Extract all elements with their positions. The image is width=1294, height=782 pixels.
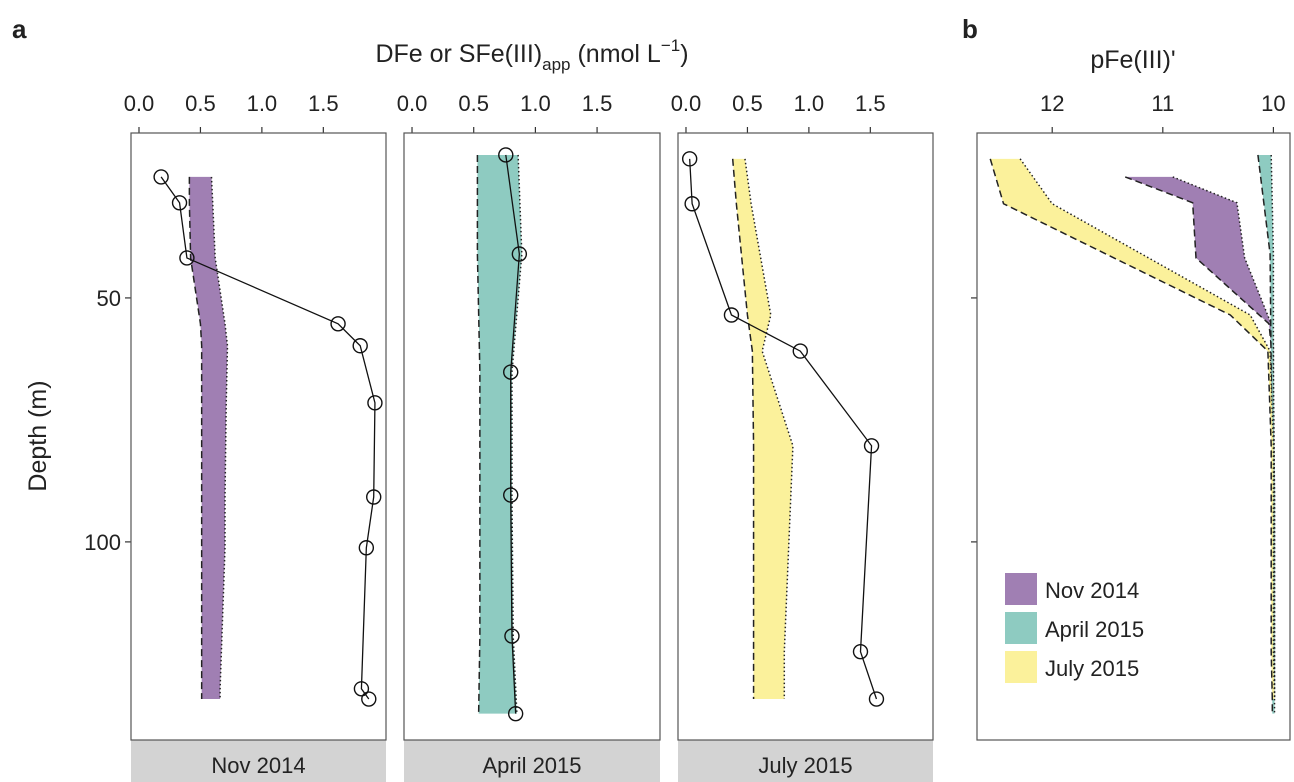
dfe-point: [511, 246, 528, 262]
title-superscript: −1: [661, 36, 680, 55]
x-tick-label: 1.5: [855, 91, 886, 116]
x-tick-label: 11: [1151, 91, 1174, 116]
x-tick-label: 1.5: [582, 91, 613, 116]
dfe-point: [366, 489, 382, 505]
range-ribbon: [732, 158, 793, 700]
x-tick-label: 1.0: [247, 91, 278, 116]
upper-bound-line: [210, 176, 229, 700]
facet-label: Nov 2014: [211, 753, 305, 778]
x-tick-label: 1.5: [308, 91, 339, 116]
panel-letter: b: [962, 14, 978, 44]
dfe-point: [868, 691, 885, 707]
dfe-point: [498, 147, 514, 163]
lower-bound-line: [188, 176, 203, 700]
lower-bound-line: [989, 158, 1274, 700]
dfe-point: [852, 643, 869, 660]
legend-swatch: [1005, 573, 1037, 605]
upper-bound-line: [1172, 176, 1276, 700]
range-ribbon: [477, 154, 522, 714]
dfe-point: [792, 343, 808, 359]
dfe-line: [505, 154, 521, 714]
facet-strip: [404, 740, 660, 782]
title-part: DFe or SFe(III): [375, 40, 542, 68]
dfe-point: [171, 195, 188, 211]
legend-label: Nov 2014: [1045, 578, 1139, 603]
dfe-line: [160, 176, 376, 700]
panel-border: [130, 132, 387, 741]
x-tick-label: 0.5: [458, 91, 489, 116]
dfe-point: [507, 705, 524, 722]
dfe-point: [367, 395, 383, 411]
dfe-point: [723, 307, 740, 323]
dfe-point: [684, 196, 700, 212]
panel-border: [976, 132, 1291, 741]
x-tick-label: 1.0: [520, 91, 551, 116]
dfe-point: [153, 169, 169, 185]
legend-label: April 2015: [1045, 617, 1144, 642]
title-part: ): [680, 40, 688, 68]
title-part: (nmol L: [571, 40, 661, 68]
dfe-point: [330, 316, 346, 332]
facet-label: July 2015: [758, 753, 852, 778]
x-tick-label: 0.0: [124, 91, 155, 116]
dfe-point: [681, 151, 698, 167]
y-axis-title: Depth (m): [24, 380, 52, 491]
facet-strip: [678, 740, 933, 782]
y-tick-label: 100: [84, 530, 121, 555]
x-tick-label: 0.5: [732, 91, 763, 116]
dfe-point: [358, 540, 375, 556]
panel-letter: a: [12, 14, 27, 44]
lower-bound-line: [731, 158, 755, 700]
range-ribbon: [990, 158, 1275, 700]
x-tick-label: 1.0: [794, 91, 825, 116]
x-tick-label: 0.0: [671, 91, 702, 116]
dfe-point: [504, 628, 520, 644]
x-tick-label: 10: [1261, 91, 1285, 116]
dfe-point: [353, 681, 370, 697]
facet-strip: [131, 740, 386, 782]
upper-bound-line: [744, 158, 794, 700]
title-subscript: app: [542, 55, 570, 74]
legend-swatch: [1005, 612, 1037, 644]
range-ribbon: [1125, 176, 1275, 700]
legend-label: July 2015: [1045, 656, 1139, 681]
dfe-point: [863, 438, 880, 454]
facet-label: April 2015: [482, 753, 581, 778]
dfe-line: [689, 158, 878, 700]
dfe-point: [503, 364, 519, 380]
dfe-point: [503, 487, 519, 503]
upper-bound-line: [1019, 158, 1276, 700]
dfe-point: [361, 691, 377, 707]
panel-border: [403, 132, 661, 741]
legend-swatch: [1005, 651, 1037, 683]
axis-title: pFe(III)': [1090, 46, 1175, 74]
dfe-point: [179, 250, 195, 266]
range-ribbon: [189, 176, 228, 700]
x-tick-label: 0.5: [185, 91, 216, 116]
dfe-point: [352, 338, 368, 354]
lower-bound-line: [476, 154, 481, 714]
axis-title: DFe or SFe(III)app (nmol L−1): [375, 36, 688, 74]
panel-border: [677, 132, 934, 741]
y-tick-label: 50: [97, 286, 121, 311]
x-tick-label: 12: [1040, 91, 1064, 116]
x-tick-label: 0.0: [397, 91, 428, 116]
